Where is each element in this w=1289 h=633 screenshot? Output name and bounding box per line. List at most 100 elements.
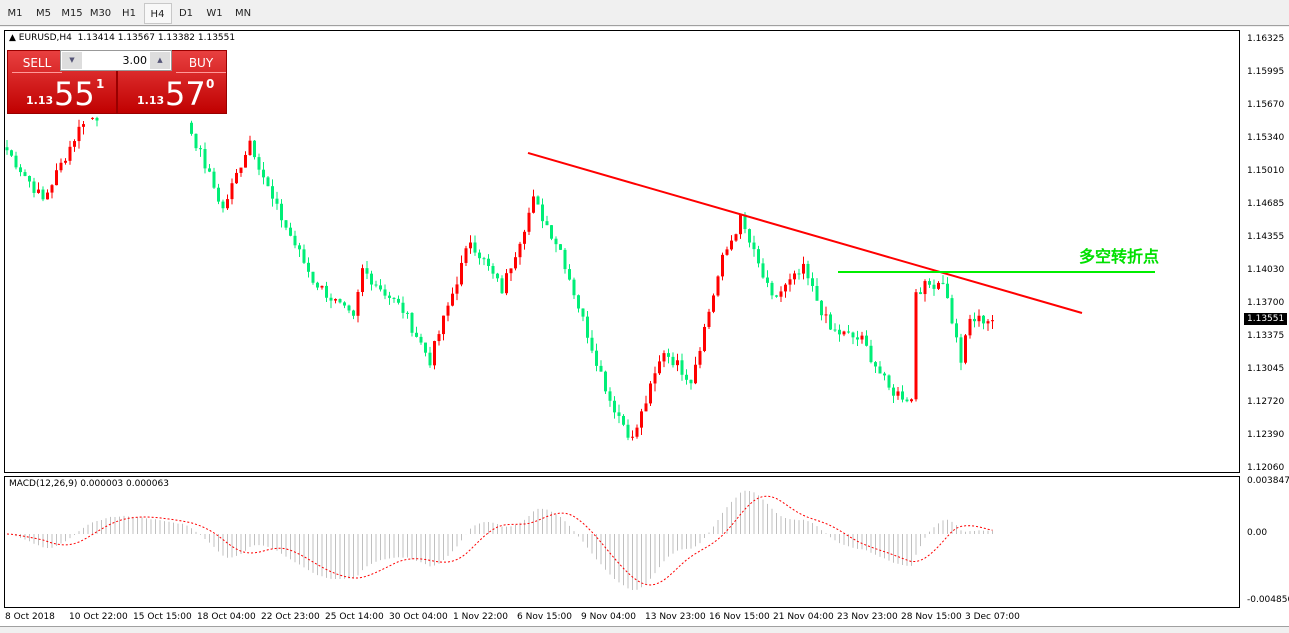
candle <box>928 281 931 285</box>
candle <box>968 318 972 336</box>
candle <box>892 387 895 396</box>
candle <box>212 171 216 188</box>
time-tick: 3 Dec 07:00 <box>965 612 1020 622</box>
candle <box>28 175 31 182</box>
candle <box>896 391 900 396</box>
candle <box>725 249 729 255</box>
candle <box>424 342 427 353</box>
lot-size-field[interactable]: ▼ 3.00 ▲ <box>60 50 172 71</box>
price-tick: 1.14355 <box>1247 232 1285 242</box>
candle <box>491 266 495 274</box>
candle <box>194 133 198 149</box>
candle <box>419 336 423 343</box>
sell-sup: 1 <box>96 77 105 91</box>
candle <box>473 242 477 253</box>
candle <box>347 305 351 311</box>
candle <box>437 334 441 342</box>
candle <box>73 141 76 147</box>
candle <box>685 374 688 380</box>
candle <box>671 356 675 366</box>
candle <box>338 299 342 303</box>
candle <box>608 391 612 401</box>
lot-value[interactable]: 3.00 <box>122 54 148 67</box>
candle <box>365 268 369 274</box>
buy-sup: 0 <box>206 77 215 91</box>
candle <box>248 140 252 155</box>
candle <box>383 289 387 296</box>
candle <box>716 276 720 296</box>
candle <box>622 415 625 425</box>
candle <box>613 400 616 413</box>
candle <box>536 196 540 205</box>
timeframe-M30[interactable]: M30 <box>89 8 112 19</box>
candle <box>964 335 967 363</box>
candle <box>905 399 909 402</box>
macd-signal-line <box>6 495 993 586</box>
candle <box>739 214 742 235</box>
ohlc: 1.13414 1.13567 1.13382 1.13551 <box>77 33 236 43</box>
candle <box>946 283 949 299</box>
candle <box>676 360 679 366</box>
candle <box>415 332 418 337</box>
candle <box>199 148 202 150</box>
candle <box>829 314 832 330</box>
candle <box>779 291 783 297</box>
candle <box>662 353 666 362</box>
candle <box>653 373 657 384</box>
candle <box>617 412 621 416</box>
candle <box>874 362 877 367</box>
candle <box>703 326 706 351</box>
candle <box>505 273 508 294</box>
candle <box>707 311 711 327</box>
price-tick: 1.15995 <box>1247 67 1285 77</box>
candle <box>50 185 54 193</box>
candle <box>266 177 270 187</box>
candle <box>262 169 265 178</box>
candle <box>667 353 670 357</box>
time-tick: 6 Nov 15:00 <box>517 612 572 622</box>
lot-decrease-icon[interactable]: ▼ <box>62 52 82 69</box>
macd-frame <box>4 476 1240 608</box>
candle <box>559 244 562 250</box>
candle <box>721 254 724 277</box>
candle <box>298 245 301 250</box>
candle <box>356 291 360 316</box>
candle <box>82 124 85 127</box>
price-tick: 1.15340 <box>1247 133 1285 143</box>
timeframe-MN[interactable]: MN <box>234 8 252 19</box>
chart-area[interactable] <box>0 27 1289 633</box>
lot-increase-icon[interactable]: ▲ <box>150 52 170 69</box>
candle <box>914 292 918 400</box>
timeframe-H4[interactable]: H4 <box>143 3 172 24</box>
candle <box>352 310 355 316</box>
candle <box>626 424 630 438</box>
candle <box>482 258 486 260</box>
candle <box>568 269 571 280</box>
timeframe-M15[interactable]: M15 <box>61 8 83 19</box>
candle <box>869 345 873 363</box>
price-tick: 1.14030 <box>1247 265 1285 275</box>
candle <box>977 315 981 322</box>
candle <box>190 122 193 134</box>
candle <box>950 298 954 324</box>
candle <box>842 331 846 335</box>
candle <box>55 170 58 186</box>
timeframe-M1[interactable]: M1 <box>7 8 23 19</box>
candle <box>941 282 945 284</box>
timeframe-W1[interactable]: W1 <box>206 8 223 19</box>
candle <box>532 196 535 213</box>
macd-label: MACD(12,26,9) 0.000003 0.000063 <box>9 479 169 489</box>
candle <box>572 279 576 296</box>
candle <box>761 263 765 278</box>
timeframe-M5[interactable]: M5 <box>36 8 51 19</box>
timeframe-H1[interactable]: H1 <box>122 8 136 19</box>
macd-tick: -0.004856 <box>1247 595 1289 605</box>
timeframe-D1[interactable]: D1 <box>178 8 194 19</box>
candle <box>851 332 855 338</box>
candle <box>752 242 756 250</box>
candle <box>518 243 522 258</box>
trendline[interactable] <box>527 151 1083 314</box>
time-tick: 18 Oct 04:00 <box>197 612 256 622</box>
sell-big: 55 <box>54 75 95 113</box>
candle <box>932 284 936 289</box>
